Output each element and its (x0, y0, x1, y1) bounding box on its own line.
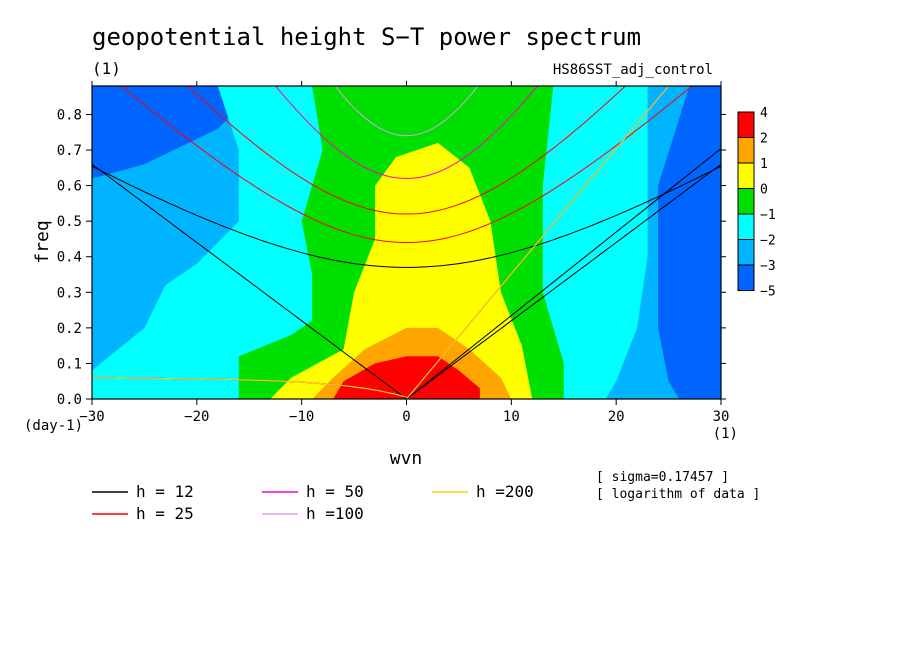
y-tick-label: 0.0 (57, 392, 82, 408)
legend-label: h =100 (306, 504, 364, 523)
legend-label: h = 25 (136, 504, 194, 523)
log-note: [ logarithm of data ] (596, 487, 760, 502)
colorbar-swatch (737, 213, 755, 240)
y-tick-label: 0.6 (57, 179, 82, 195)
y-axis-label: freq (32, 220, 53, 263)
colorbar-label: 4 (760, 106, 768, 121)
colorbar-label: −5 (760, 285, 776, 300)
dispersion-curve-westward (92, 377, 407, 398)
contour-region (270, 142, 533, 399)
colorbar-label: −1 (760, 208, 776, 223)
x-tick-label: −30 (79, 409, 104, 425)
colorbar-label: 0 (760, 183, 768, 198)
x-tick-label: 20 (608, 409, 625, 425)
x-tick-label: 30 (713, 409, 730, 425)
x-tick-label: −10 (289, 409, 314, 425)
curve-legend: h = 12 h = 25 h = 50 h =100 h =200 (92, 482, 534, 523)
x-unit-label: (1) (713, 426, 738, 442)
colorbar-label: −2 (760, 234, 776, 249)
contour-region (333, 356, 480, 399)
dispersion-curve (274, 86, 539, 180)
y-tick-label: 0.8 (57, 107, 82, 123)
dispersion-curve (186, 86, 627, 215)
y-tick-label: 0.5 (57, 214, 82, 230)
y-tick-label: 0.2 (57, 321, 82, 337)
y-tick-label: 0.1 (57, 356, 82, 372)
x-tick-label: −20 (184, 409, 209, 425)
legend-label: h = 50 (306, 482, 364, 501)
sigma-note: [ sigma=0.17457 ] (596, 470, 729, 485)
colorbar-swatch (737, 239, 755, 266)
chart-subtitle-right: HS86SST_adj_control (553, 62, 713, 78)
colorbar: 4 2 1 0 −1 −2 −3 −5 (737, 106, 776, 300)
x-tick-label: 10 (503, 409, 520, 425)
dispersion-ray (406, 148, 721, 399)
y-tick-label: 0.3 (57, 285, 82, 301)
dispersion-curve (92, 165, 721, 268)
colorbar-swatch (737, 264, 755, 291)
chart-title: geopotential height S−T power spectrum (92, 23, 641, 51)
colorbar-swatch (737, 162, 755, 189)
x-axis: −30 −20 −10 0 10 20 30 (79, 81, 729, 425)
colorbar-swatch (737, 188, 755, 215)
x-tick-label: 0 (402, 409, 410, 425)
legend-label: h =200 (476, 482, 534, 501)
y-tick-label: 0.7 (57, 143, 82, 159)
y-axis: 0.0 0.1 0.2 0.3 0.4 0.5 0.6 0.7 0.8 (57, 107, 726, 408)
dispersion-curves (92, 86, 721, 399)
legend-label: h = 12 (136, 482, 194, 501)
colorbar-swatch (737, 137, 755, 164)
dispersion-ray (406, 86, 670, 399)
colorbar-label: 1 (760, 157, 768, 172)
dispersion-curve (334, 86, 479, 137)
y-tick-label: 0.4 (57, 250, 82, 266)
dispersion-curve (120, 86, 693, 244)
plot-area (92, 86, 721, 399)
dispersion-curve (92, 163, 721, 399)
colorbar-label: 2 (760, 132, 768, 147)
colorbar-label: −3 (760, 259, 776, 274)
y-unit-label: (day-1) (24, 418, 83, 434)
colorbar-swatch (737, 111, 755, 138)
x-axis-label: wvn (390, 448, 423, 469)
chart-subtitle-left: (1) (92, 59, 121, 78)
